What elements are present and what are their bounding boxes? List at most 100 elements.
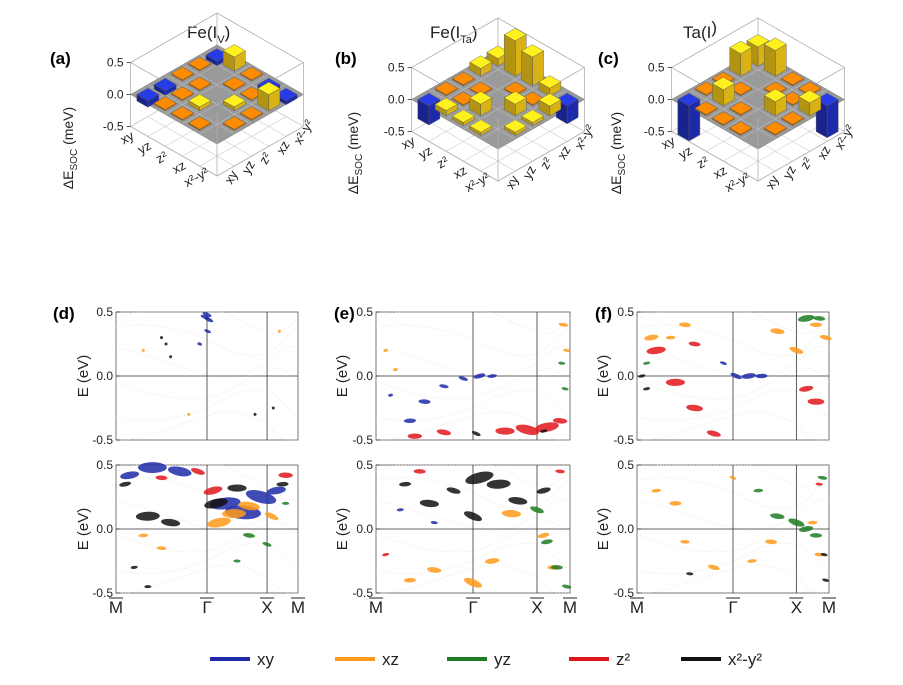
- bar-face-top: [188, 76, 212, 90]
- projection-mark-xz: [393, 368, 398, 372]
- bar-face-top: [469, 81, 493, 95]
- bar3d-0-3: [153, 96, 177, 112]
- column-title-2: Fe(ITa): [430, 23, 478, 46]
- bar-face-top: [746, 34, 770, 48]
- projection-mark-xz: [383, 348, 389, 352]
- projection-mark-yz: [558, 361, 566, 365]
- background-band: [375, 346, 571, 378]
- projection-mark-x2-y2: [160, 336, 163, 340]
- projection-mark-yz: [233, 559, 241, 563]
- projection-mark-xz: [277, 329, 281, 333]
- kpoint-label: X: [261, 598, 272, 617]
- projection-mark-xy: [741, 373, 756, 379]
- column-title-3: Ta(I): [683, 18, 717, 42]
- projection-mark-x2-y2: [204, 498, 228, 509]
- bar3d-2-0: [521, 109, 545, 126]
- y-tick-label: 0.0: [617, 522, 634, 536]
- projection-mark-z2: [535, 422, 559, 433]
- y-tick-label: -0.5: [352, 586, 373, 600]
- projection-mark-xz: [665, 335, 676, 340]
- bar3d-1-4: [434, 81, 458, 97]
- kpoint-label: X: [791, 598, 802, 617]
- band-subplot-lower: 0.5 0.0 -0.5 E (eV): [75, 458, 299, 600]
- bar3d-1-3: [711, 76, 735, 107]
- projection-mark-xz: [141, 348, 145, 352]
- projection-mark-yz: [561, 584, 572, 589]
- bar-face-top: [729, 40, 753, 54]
- kpoint-label: Γ: [468, 598, 477, 617]
- projection-mark-xz: [651, 488, 661, 493]
- zlabel-tail: (meV): [345, 112, 361, 154]
- zero-plane-grid: [182, 64, 269, 115]
- y-tick-label: -0.5: [613, 433, 634, 447]
- projection-mark-yz: [797, 314, 815, 322]
- projection-mark-z2: [815, 482, 823, 486]
- projection-mark-x2-y2: [822, 578, 830, 582]
- floor-grid-line: [428, 121, 516, 172]
- kpoint-label: M: [369, 598, 383, 617]
- projection-mark-x2-y2: [643, 387, 651, 391]
- background-band: [636, 542, 830, 575]
- background-band: [375, 367, 571, 400]
- projection-mark-xy: [730, 372, 742, 380]
- legend-label: xz: [382, 650, 399, 669]
- y-axis-label: E (eV): [75, 355, 92, 398]
- y-tick-label: -0.5: [92, 433, 113, 447]
- cube-front-frame: [411, 117, 585, 182]
- panel-letter-d: (d): [53, 304, 75, 323]
- background-band: [115, 324, 299, 356]
- row-orbital-label: xz: [170, 158, 189, 177]
- background-band: [375, 520, 571, 553]
- bar-face-top: [711, 111, 735, 125]
- projection-mark-xz: [463, 577, 483, 588]
- projection-mark-x2-y2: [276, 481, 289, 487]
- bar-face-top: [153, 96, 177, 110]
- projection-mark-xz: [427, 567, 442, 573]
- projection-mark-x2-y2: [419, 499, 439, 508]
- projection-mark-xz: [501, 509, 521, 518]
- projection-mark-x2-y2: [164, 342, 168, 346]
- bar-face-top: [538, 75, 562, 89]
- projection-mark-xz: [770, 328, 785, 335]
- projection-mark-yz: [561, 387, 569, 391]
- background-band: [375, 324, 571, 356]
- bar-face-top: [538, 93, 562, 107]
- zero-plane-grid: [463, 69, 550, 120]
- bar3d-3-0: [257, 81, 281, 112]
- bar-face-top: [451, 109, 475, 123]
- projection-mark-xz: [238, 501, 260, 511]
- floor-grid-line: [147, 116, 235, 167]
- background-band: [115, 542, 299, 575]
- projection-mark-x2-y2: [638, 374, 646, 378]
- projection-mark-z2: [191, 467, 205, 475]
- projection-mark-xy: [418, 399, 431, 404]
- row-orbital-label: z²: [434, 153, 451, 172]
- y-tick-label: 0.5: [96, 305, 113, 319]
- projection-mark-x2-y2: [227, 484, 247, 492]
- background-band: [376, 411, 570, 441]
- kpoint-label: X: [531, 598, 542, 617]
- bar-face-top: [729, 101, 753, 115]
- bar-face-top: [240, 106, 264, 120]
- kpoint-label: M: [563, 598, 577, 617]
- background-band: [636, 477, 830, 509]
- projection-mark-yz: [530, 506, 544, 514]
- projection-mark-xz: [669, 501, 682, 506]
- projection-mark-xz: [747, 559, 757, 563]
- bar-face-top: [136, 87, 160, 102]
- col-orbital-label: xy: [762, 172, 782, 191]
- bar3d-0-4: [136, 87, 160, 108]
- bar-group: [417, 28, 579, 136]
- y-tick-label: 0.5: [356, 458, 373, 472]
- y-axis-label: E (eV): [595, 355, 612, 398]
- bar-face-top: [798, 81, 822, 95]
- bar3d-2-1: [763, 88, 787, 117]
- projection-mark-xz: [680, 539, 690, 544]
- band-plot-d: 0.50.0-0.5E (eV)0.50.0-0.5E (eV)M Γ X M: [75, 305, 305, 617]
- z-tick-label: 0.0: [388, 93, 405, 107]
- band-subplot-upper: 0.5 0.0 -0.5 E (eV): [595, 305, 832, 447]
- projection-mark-xy: [202, 312, 212, 318]
